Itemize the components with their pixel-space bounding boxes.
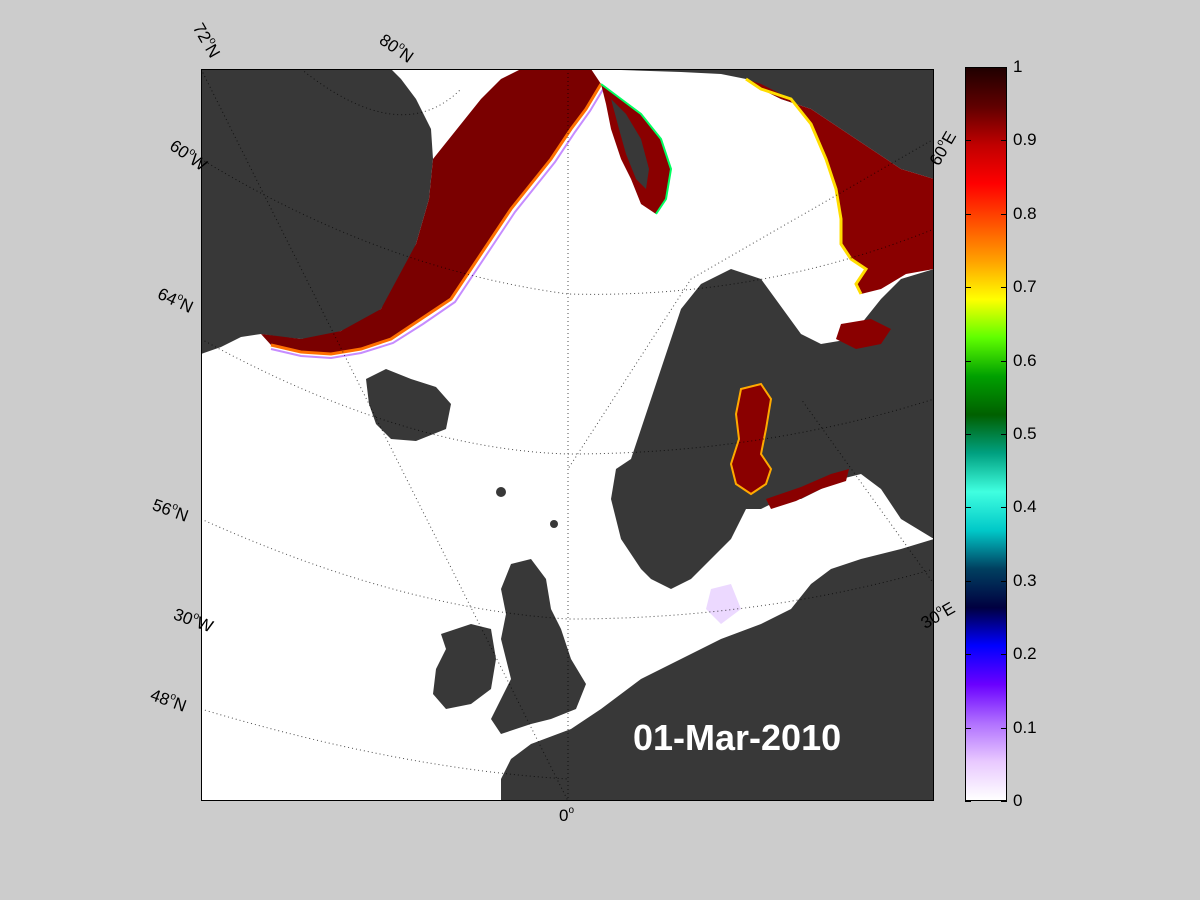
scandinavia-land — [611, 269, 934, 589]
colorbar-tick-mark — [1001, 287, 1007, 288]
colorbar-tick-mark — [1001, 140, 1007, 141]
colorbar-tick-label: 0.1 — [1013, 717, 1037, 737]
colorbar-tick-label: 0.7 — [1013, 277, 1037, 297]
colorbar-tick-label: 0.4 — [1013, 497, 1037, 517]
ireland-land — [433, 624, 496, 709]
kattegat-low-ice — [706, 584, 741, 624]
colorbar-tick-mark — [965, 67, 971, 68]
colorbar-tick-label: 0.2 — [1013, 644, 1037, 664]
meridian-60e — [567, 138, 934, 470]
colorbar-tick-mark — [1001, 214, 1007, 215]
colorbar-tick-label: 0.8 — [1013, 203, 1037, 223]
label-64n: 64oN — [154, 284, 196, 317]
colorbar-tick-mark — [1001, 67, 1007, 68]
label-80n: 80oN — [375, 30, 417, 67]
colorbar-tick-mark — [965, 434, 971, 435]
colorbar-tick-mark — [965, 801, 971, 802]
colorbar-tick-label: 0 — [1013, 791, 1023, 810]
colorbar-tick-label: 0.5 — [1013, 424, 1037, 443]
svalbard-land — [611, 99, 649, 189]
meridian-30w — [201, 69, 569, 801]
faroe-islands — [496, 487, 506, 497]
colorbar-tick-mark — [965, 507, 971, 508]
label-72n: 72oN — [189, 20, 224, 62]
label-0-degree: o — [568, 805, 575, 816]
greenland-sea-ice — [261, 69, 601, 354]
parallel-56n — [201, 338, 934, 455]
label-0: 0o — [559, 805, 575, 825]
barents-sea-ice — [746, 79, 934, 294]
label-48n-value: 48 — [147, 685, 173, 710]
colorbar-tick-mark — [1001, 507, 1007, 508]
white-sea-ice — [836, 319, 891, 349]
colorbar-tick-label: 1 — [1013, 57, 1023, 76]
colorbar-tick-mark — [1001, 434, 1007, 435]
colorbar-tick-label: 0.6 — [1013, 350, 1037, 370]
sea-ice-map — [201, 69, 934, 801]
parallel-48n-a — [201, 518, 934, 620]
colorbar-tick-mark — [965, 654, 971, 655]
colorbar-tick-mark — [965, 287, 971, 288]
colorbar-tick-mark — [965, 581, 971, 582]
barents-ice-edge — [745, 77, 869, 295]
map-border — [201, 69, 934, 801]
label-56n-value: 56 — [149, 495, 175, 520]
finland-gulf-ice — [766, 469, 849, 509]
colorbar-tick-label: 0.3 — [1013, 570, 1037, 590]
colorbar-tick-mark — [1001, 654, 1007, 655]
baltic-open-water — [741, 509, 811, 599]
label-0-value: 0 — [559, 806, 569, 825]
europe-land — [501, 539, 934, 801]
date-label: 01-Mar-2010 — [633, 717, 842, 758]
colorbar-tick-mark — [1001, 801, 1007, 802]
greenland-land — [201, 69, 433, 354]
label-56n: 56oN — [149, 495, 191, 525]
label-64n-value: 64 — [154, 284, 180, 310]
label-80n-value: 80 — [375, 30, 403, 57]
parallel-80n — [300, 69, 462, 116]
colorbar-tick-mark — [965, 728, 971, 729]
greenland-ice-edge — [270, 83, 603, 356]
iceland-land — [366, 369, 451, 441]
shetland-islands — [550, 520, 558, 528]
colorbar-tick-label: 0.9 — [1013, 130, 1037, 150]
colorbar-tick-mark — [965, 140, 971, 141]
label-60w-value: 60 — [166, 136, 193, 163]
colorbar-tick-mark — [1001, 361, 1007, 362]
label-72n-suffix: N — [201, 41, 224, 62]
arctic-land-top — [591, 69, 934, 179]
bothnia-ice-edge — [729, 382, 773, 496]
colorbar-tick-mark — [965, 361, 971, 362]
colorbar-tick-mark — [965, 214, 971, 215]
colorbar-tick-mark — [1001, 581, 1007, 582]
map-svg — [201, 69, 934, 801]
graticule — [201, 69, 934, 801]
bothnia-ice — [731, 384, 771, 494]
svalbard-ice-edge — [600, 83, 673, 215]
label-30w-value: 30 — [170, 604, 196, 629]
great-britain-land — [491, 559, 586, 734]
label-48n: 48oN — [147, 685, 189, 715]
colorbar-tick-mark — [1001, 728, 1007, 729]
